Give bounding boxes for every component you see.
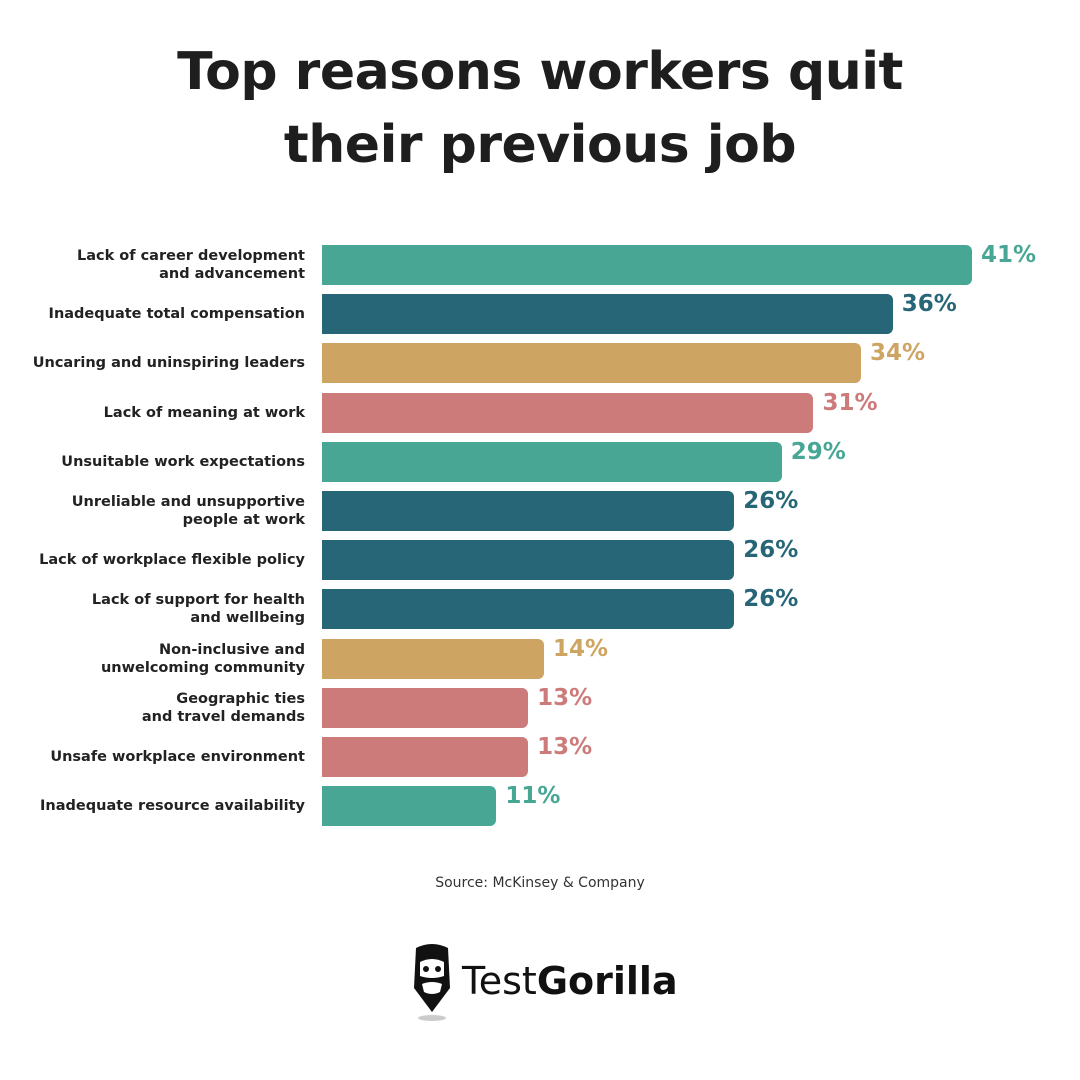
value-label: 29% (790, 438, 846, 465)
bar (322, 245, 972, 285)
value-label: 41% (981, 242, 1037, 268)
bar (322, 392, 814, 433)
category-label: Unsafe workplace environment (50, 749, 305, 765)
value-label: 13% (537, 734, 593, 760)
category-label: Geographic ties and travel demands (141, 690, 305, 725)
category-label: Unsuitable work expectations (61, 453, 305, 470)
value-label: 26% (743, 586, 799, 613)
bar (322, 441, 782, 482)
logo-icon (414, 944, 450, 1021)
value-label: 36% (901, 291, 957, 318)
bar (322, 294, 893, 335)
category-label: Lack of meaning at work (103, 404, 305, 421)
bar (322, 589, 735, 630)
bar (322, 491, 735, 531)
bar (322, 343, 862, 384)
value-label: 26% (743, 537, 799, 564)
brand-logo: Test Gorilla (410, 940, 678, 1022)
bar (322, 540, 735, 581)
bar (322, 687, 529, 728)
category-label: Non-inclusive and unwelcoming community (100, 641, 305, 676)
value-label: 31% (822, 389, 878, 416)
category-label: Lack of support for health and wellbeing (91, 592, 305, 627)
bar (322, 638, 544, 679)
category-label: Inadequate resource availability (40, 798, 305, 815)
category-label: Inadequate total compensation (48, 306, 305, 323)
source-note: Source: McKinsey & Company (435, 875, 645, 891)
value-label: 11% (505, 783, 561, 810)
value-label: 26% (743, 488, 799, 514)
category-label: Uncaring and uninspiring leaders (32, 355, 305, 372)
category-label: Lack of career development and advanceme… (76, 248, 305, 282)
chart-title: Top reasons workers quit their previous … (177, 42, 903, 175)
brand-light: Test (462, 959, 537, 1003)
brand-bold: Gorilla (536, 959, 678, 1003)
bar (322, 786, 497, 827)
category-label: Lack of workplace flexible policy (39, 552, 305, 569)
value-label: 34% (870, 340, 926, 367)
bar (322, 737, 529, 777)
value-label: 13% (537, 684, 593, 711)
category-label: Unreliable and unsupportive people at wo… (71, 494, 305, 528)
value-label: 14% (552, 635, 608, 662)
